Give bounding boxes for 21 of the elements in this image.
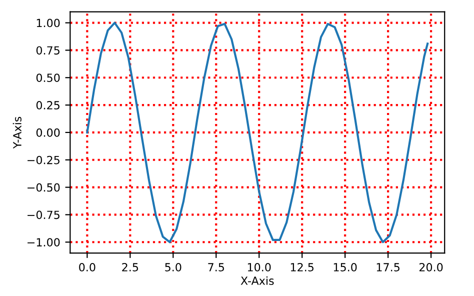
y-tick-label: −0.75: [28, 210, 60, 220]
x-tick-label: 7.5: [208, 263, 224, 272]
y-tick-label: 0.75: [36, 46, 60, 55]
x-tick-label: 20.0: [419, 263, 443, 272]
x-tick-label: 10.0: [248, 263, 271, 272]
x-tick-label: 0.0: [79, 263, 96, 272]
y-tick-label: −0.25: [28, 156, 60, 164]
line-series: [86, 22, 429, 244]
x-tick-label: 5.0: [165, 263, 182, 272]
x-tick-label: 12.5: [290, 263, 314, 272]
x-tick-label: 17.5: [376, 263, 400, 272]
y-tick-label: −1.00: [28, 238, 60, 246]
x-axis-title: X-Axis: [240, 276, 274, 285]
y-tick-label: 0.25: [36, 101, 60, 110]
x-tick-label: 2.5: [122, 263, 138, 272]
y-tick-label: 0.50: [36, 74, 60, 82]
y-tick-label: −0.50: [28, 183, 60, 192]
y-axis-title: Y-Axis: [12, 116, 22, 149]
x-tick-label: 15.0: [334, 263, 357, 272]
y-tick-label: 0.00: [36, 128, 60, 137]
y-tick-label: 1.00: [36, 18, 60, 28]
